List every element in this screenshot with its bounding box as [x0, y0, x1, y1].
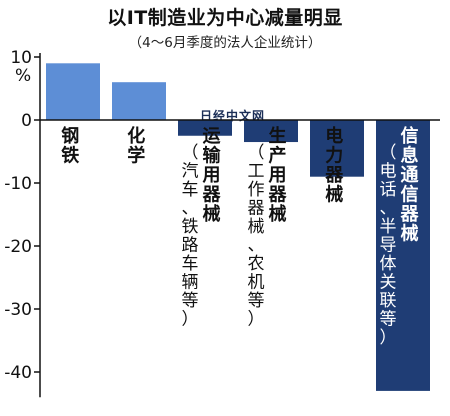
y-axis-unit: %	[15, 66, 32, 86]
category-note-3: （工作器械、农机等）	[247, 143, 264, 330]
y-tick-label: -10	[4, 174, 32, 194]
category-note-5: （电话、半导体关联等）	[379, 143, 396, 348]
category-label-5: 信息通信器械	[399, 125, 419, 245]
category-label-4: 电力器械	[324, 125, 344, 206]
category-label-2: 运输用器械	[201, 126, 221, 225]
y-tick-label: 10	[10, 48, 32, 68]
y-tick-label: -30	[4, 300, 32, 320]
chart-subtitle: （4～6月季度的法人企业统计）	[128, 35, 322, 51]
bar-1	[112, 82, 166, 120]
y-tick-label: -40	[4, 363, 32, 383]
bar-0	[46, 63, 100, 120]
y-tick-label: 0	[21, 111, 32, 131]
category-label-1: 化学	[127, 125, 145, 167]
category-note-2: （汽车、铁路车辆等）	[181, 143, 198, 330]
bar-3	[244, 120, 298, 143]
bar-5	[376, 120, 430, 391]
chart-title: 以IT制造业为中心减量明显	[107, 7, 343, 29]
category-label-3: 生产用器械	[267, 125, 287, 225]
category-label-0: 钢铁	[61, 125, 79, 167]
bar-2	[178, 120, 232, 136]
y-tick-label: -20	[4, 237, 32, 257]
bar-4	[310, 120, 364, 177]
